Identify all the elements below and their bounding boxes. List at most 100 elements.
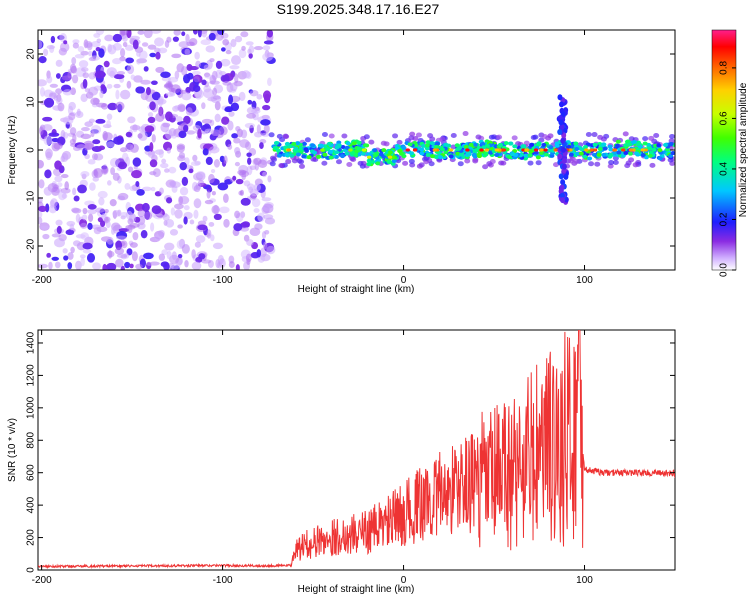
noise-cell <box>184 48 191 56</box>
band-halo-cell <box>488 134 495 140</box>
band-peak-cell <box>538 148 544 152</box>
noise-cell <box>141 202 150 212</box>
noise-cell <box>87 159 96 165</box>
noise-cell <box>158 253 166 261</box>
noise-cell <box>248 53 253 59</box>
noise-cell <box>178 41 189 48</box>
band-halo-cell <box>457 161 464 167</box>
noise-cell <box>191 249 196 259</box>
top-y-tick-label: 10 <box>26 96 37 108</box>
noise-cell <box>229 65 240 70</box>
noise-cell <box>257 212 265 222</box>
band-core-cell <box>284 141 290 146</box>
noise-cell <box>84 41 93 48</box>
noise-cell <box>158 106 163 114</box>
noise-cell <box>135 86 146 94</box>
noise-cell <box>228 94 234 105</box>
noise-cell <box>106 113 113 121</box>
noise-cell <box>234 210 241 219</box>
noise-cell <box>228 261 235 268</box>
band-core-cell <box>298 147 304 152</box>
band-halo-cell <box>380 140 387 146</box>
band-halo-cell <box>472 157 479 163</box>
noise-cell <box>142 186 152 192</box>
noise-cell <box>215 60 223 70</box>
noise-cell <box>125 44 134 51</box>
noise-cell <box>253 131 263 138</box>
band-peak-cell <box>494 148 500 152</box>
noise-cell <box>267 77 272 87</box>
noise-cell <box>144 125 155 133</box>
noise-cell <box>233 137 241 144</box>
noise-cell <box>62 248 68 254</box>
noise-cell <box>229 82 238 92</box>
noise-cell <box>230 38 237 48</box>
noise-cell <box>161 249 168 256</box>
band-halo-cell <box>597 134 604 140</box>
noise-cell <box>102 263 107 270</box>
noise-cell <box>42 48 49 57</box>
band-halo-cell <box>402 160 409 166</box>
band-peak-cell <box>320 148 325 152</box>
noise-cell <box>173 203 184 210</box>
noise-cell <box>223 155 228 165</box>
noise-cell <box>208 32 216 41</box>
noise-cell <box>69 127 77 136</box>
noise-cell <box>54 261 61 269</box>
noise-cell <box>116 70 126 76</box>
top-y-axis-label: Frequency (Hz) <box>7 116 18 185</box>
band-core-cell <box>635 142 641 147</box>
noise-cell <box>147 116 156 124</box>
noise-cell <box>79 222 88 229</box>
band-core-cell <box>366 152 372 157</box>
top-x-tick-label: 0 <box>401 275 407 286</box>
noise-cell <box>237 169 247 176</box>
noise-cell <box>266 30 274 38</box>
noise-cell <box>122 41 128 48</box>
band-core-cell <box>275 148 281 153</box>
band-core-cell <box>272 145 278 150</box>
colorbar-tick-label: 0.2 <box>719 212 730 226</box>
noise-cell <box>194 51 200 60</box>
noise-cell <box>257 159 268 169</box>
band-core-cell <box>443 142 449 147</box>
noise-cell <box>251 198 261 208</box>
noise-cell <box>168 166 177 174</box>
bottom-x-tick-label: -200 <box>32 575 52 586</box>
noise-cell <box>178 130 187 139</box>
band-core-cell <box>582 145 588 150</box>
noise-cell <box>71 207 80 213</box>
noise-cell <box>151 91 161 101</box>
noise-cell <box>159 162 169 169</box>
band-halo-cell <box>310 156 317 162</box>
noise-cell <box>267 175 272 183</box>
noise-cell <box>54 175 63 183</box>
noise-cell <box>191 261 202 270</box>
noise-cell <box>61 193 68 199</box>
noise-cell <box>125 210 133 220</box>
noise-cell <box>263 40 274 45</box>
noise-cell <box>244 122 255 129</box>
snr-series-line <box>38 330 675 570</box>
band-core-cell <box>508 141 514 146</box>
noise-cell <box>157 47 168 54</box>
bottom-y-tick-label: 800 <box>26 431 37 448</box>
noise-cell <box>81 126 90 132</box>
noise-cell <box>117 192 129 201</box>
noise-cell <box>159 187 164 195</box>
noise-cell <box>201 118 213 124</box>
colorbar-tick-label: 0.4 <box>719 162 730 176</box>
noise-cell <box>120 240 128 249</box>
band-core-cell <box>381 148 387 153</box>
noise-cell <box>50 35 56 44</box>
band-peak-cell <box>628 148 634 152</box>
band-halo-cell <box>296 158 303 164</box>
noise-cell <box>93 167 103 178</box>
noise-cell <box>239 189 244 196</box>
noise-cell <box>220 74 227 82</box>
noise-cell <box>67 252 74 260</box>
noise-cell <box>147 44 157 50</box>
noise-cell <box>72 42 79 49</box>
band-halo-cell <box>591 132 598 138</box>
noise-cell <box>51 256 59 261</box>
